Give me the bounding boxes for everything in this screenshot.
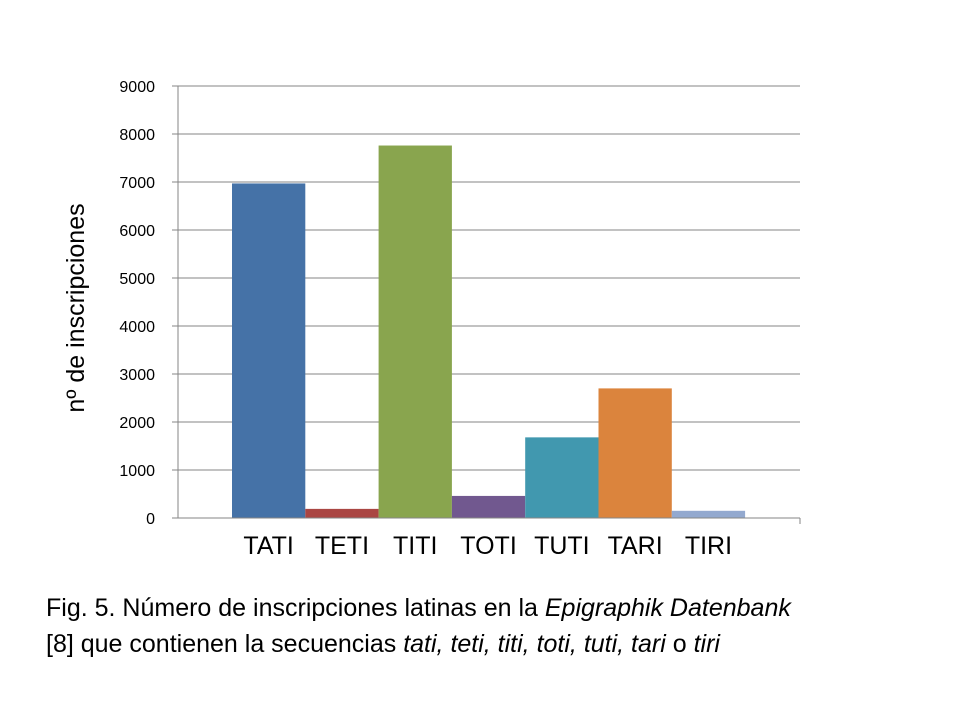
y-tick-label: 6000 bbox=[119, 223, 155, 240]
caption-line-2: [8] que contienen la secuencias tati, te… bbox=[46, 626, 946, 662]
bar-titi bbox=[378, 145, 452, 518]
bars bbox=[232, 145, 746, 518]
y-tick-labels: 0 1000 2000 3000 4000 5000 6000 7000 8000 9000 bbox=[119, 79, 155, 528]
caption-text: [8] que contienen la secuencias bbox=[46, 630, 404, 658]
axes bbox=[172, 86, 801, 524]
y-tick-label: 1000 bbox=[119, 463, 155, 480]
x-tick-label: TOTI bbox=[460, 532, 516, 560]
figure-caption: Fig. 5. Número de inscripciones latinas … bbox=[46, 590, 946, 662]
caption-italic-text: Epigraphik Datenbank bbox=[544, 594, 791, 622]
y-tick-label: 8000 bbox=[119, 127, 155, 144]
y-tick-label: 2000 bbox=[119, 415, 155, 432]
caption-italic-text: tiri bbox=[693, 630, 720, 658]
y-axis-label: nº de inscripciones bbox=[62, 203, 90, 412]
y-tick-label: 9000 bbox=[119, 79, 155, 96]
x-tick-label: TETI bbox=[315, 532, 369, 560]
bar-tari bbox=[598, 388, 672, 518]
y-tick-label: 4000 bbox=[119, 319, 155, 336]
caption-text: Fig. 5. Número de inscripciones latinas … bbox=[46, 594, 545, 622]
y-tick-label: 0 bbox=[146, 511, 155, 528]
bar-tati bbox=[232, 183, 306, 518]
caption-line-1: Fig. 5. Número de inscripciones latinas … bbox=[46, 590, 946, 626]
x-tick-label: TIRI bbox=[685, 532, 732, 560]
x-tick-label: TARI bbox=[608, 532, 663, 560]
x-tick-label: TATI bbox=[243, 532, 293, 560]
bar-toti bbox=[451, 495, 526, 518]
y-tick-label: 5000 bbox=[119, 271, 155, 288]
x-tick-label: TITI bbox=[393, 532, 437, 560]
bar-tiri bbox=[671, 510, 746, 518]
x-tick-label: TUTI bbox=[534, 532, 590, 560]
y-tick-label: 7000 bbox=[119, 175, 155, 192]
bar-chart: 0 1000 2000 3000 4000 5000 6000 7000 8000 9000 TA… bbox=[62, 79, 801, 560]
y-tick-label: 3000 bbox=[119, 367, 155, 384]
caption-italic-text: tati, teti, titi, toti, tuti, tari bbox=[403, 630, 666, 658]
bar-tuti bbox=[525, 437, 599, 518]
caption-text: o bbox=[665, 630, 694, 658]
bar-teti bbox=[305, 508, 379, 518]
x-tick-labels: TATI TETI TITI TOTI TUTI TARI TIRI bbox=[243, 532, 732, 560]
